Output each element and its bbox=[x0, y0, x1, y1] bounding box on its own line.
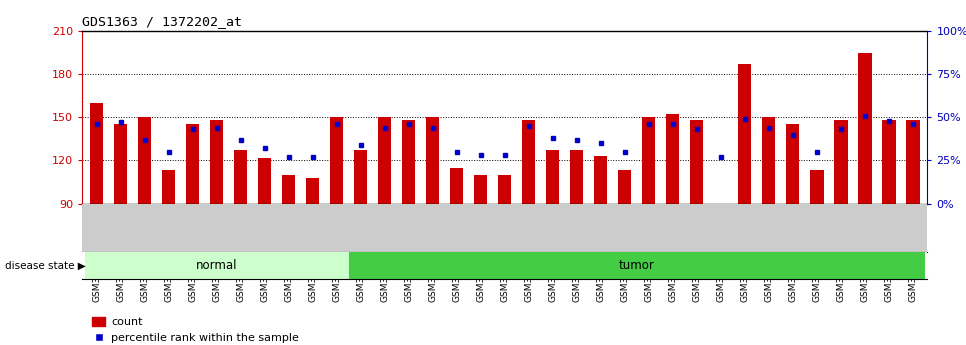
Bar bbox=[523, 120, 535, 204]
Bar bbox=[84, 252, 349, 279]
Bar bbox=[258, 158, 271, 204]
Bar bbox=[570, 150, 583, 204]
Bar bbox=[810, 170, 823, 204]
Bar bbox=[90, 103, 103, 204]
Bar bbox=[882, 120, 895, 204]
Bar bbox=[450, 168, 464, 204]
Bar bbox=[642, 117, 655, 204]
Bar bbox=[498, 175, 511, 204]
Bar bbox=[835, 120, 847, 204]
Bar bbox=[306, 178, 319, 204]
Bar bbox=[282, 175, 296, 204]
Bar bbox=[474, 175, 487, 204]
Bar bbox=[378, 117, 391, 204]
Bar bbox=[210, 120, 223, 204]
Text: disease state ▶: disease state ▶ bbox=[5, 261, 86, 270]
Bar bbox=[906, 120, 920, 204]
Bar bbox=[234, 150, 247, 204]
Legend: count, percentile rank within the sample: count, percentile rank within the sample bbox=[88, 313, 303, 345]
Bar bbox=[762, 117, 776, 204]
Bar bbox=[738, 64, 752, 204]
Text: GDS1363 / 1372202_at: GDS1363 / 1372202_at bbox=[82, 16, 242, 29]
Bar bbox=[594, 156, 608, 204]
Bar bbox=[355, 150, 367, 204]
Bar bbox=[667, 115, 679, 204]
Bar bbox=[186, 125, 199, 204]
Bar bbox=[162, 170, 175, 204]
Bar bbox=[138, 117, 151, 204]
Text: normal: normal bbox=[196, 259, 238, 272]
Bar bbox=[114, 125, 128, 204]
Bar bbox=[546, 150, 559, 204]
Bar bbox=[691, 120, 703, 204]
Bar bbox=[349, 252, 925, 279]
Bar bbox=[330, 117, 343, 204]
Bar bbox=[859, 52, 871, 204]
Bar bbox=[402, 120, 415, 204]
Bar bbox=[618, 170, 632, 204]
Text: tumor: tumor bbox=[619, 259, 655, 272]
Bar bbox=[786, 125, 800, 204]
Bar bbox=[426, 117, 440, 204]
